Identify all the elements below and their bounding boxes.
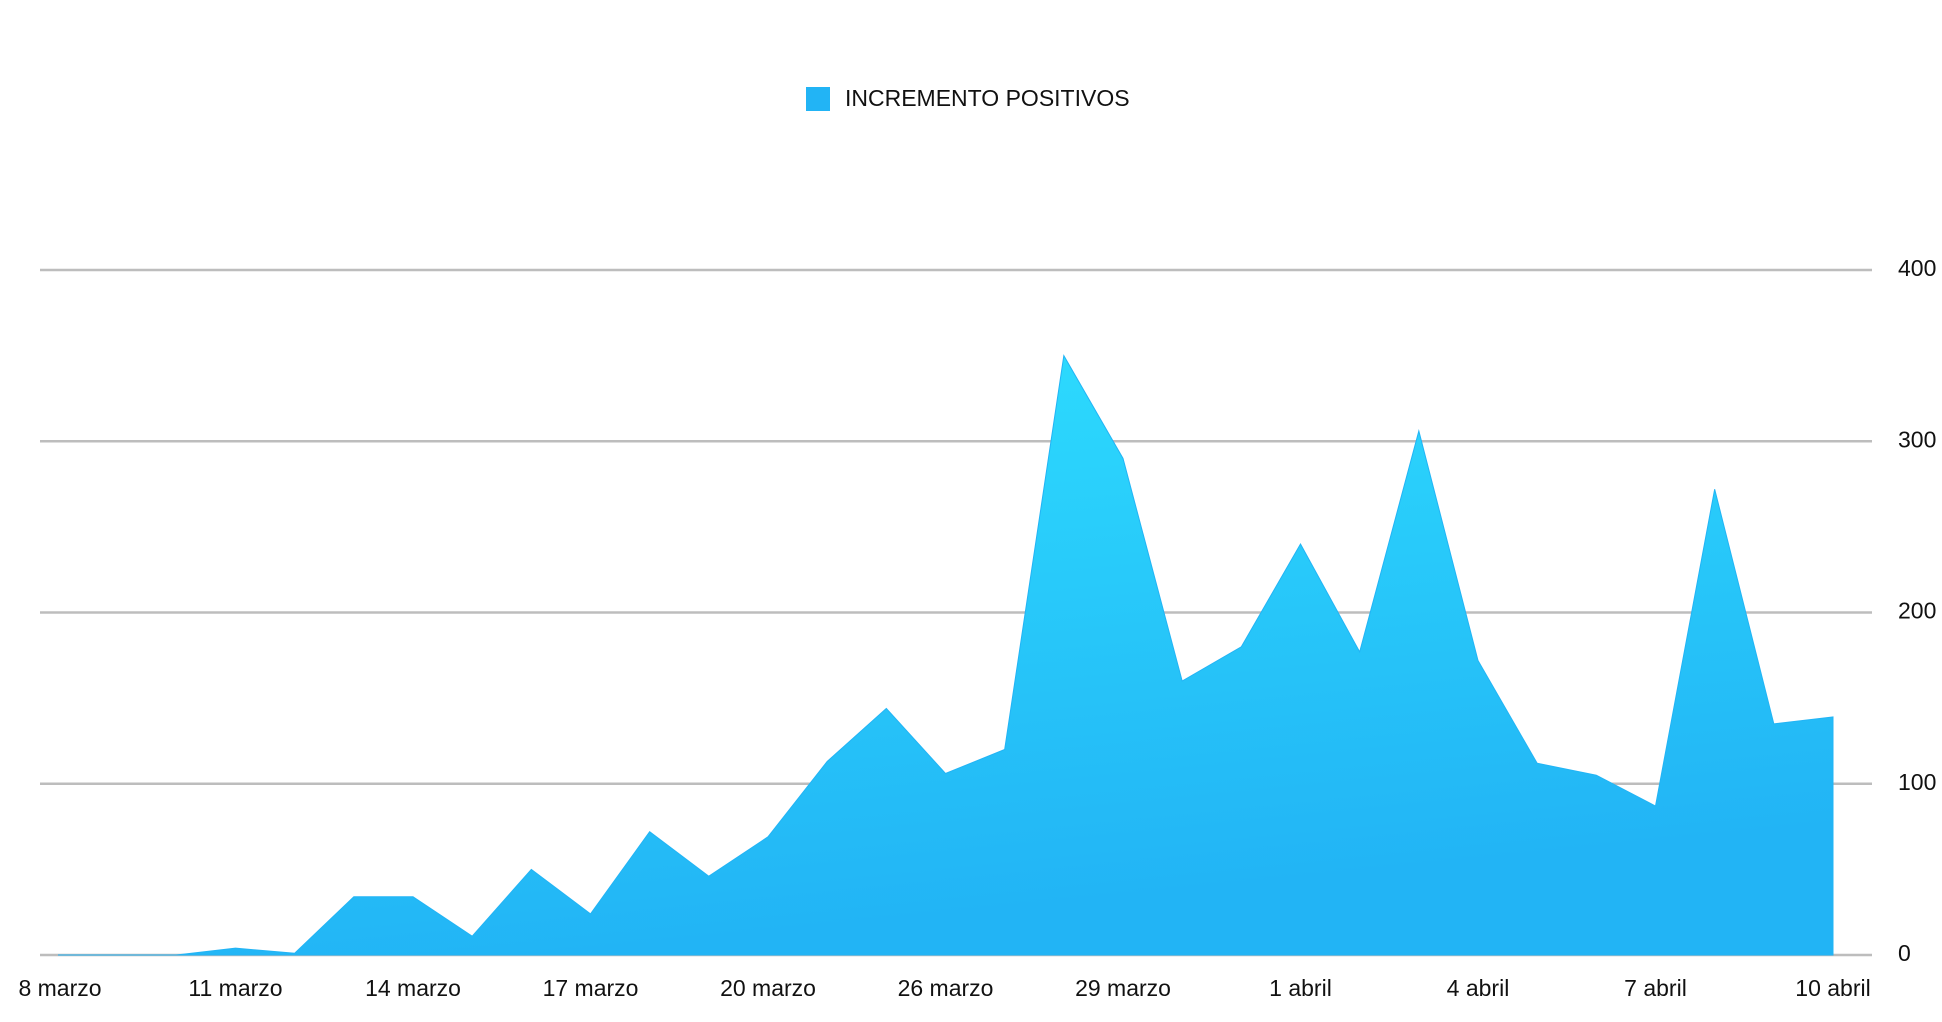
x-tick-label: 26 marzo — [898, 975, 994, 1001]
y-tick-label: 400 — [1898, 255, 1936, 281]
y-tick-label: 300 — [1898, 426, 1936, 452]
x-tick-label: 20 marzo — [720, 975, 816, 1001]
legend: INCREMENTO POSITIVOS — [806, 85, 1130, 111]
x-tick-label: 10 abril — [1795, 975, 1870, 1001]
x-tick-label: 29 marzo — [1075, 975, 1171, 1001]
y-tick-label: 0 — [1898, 940, 1911, 966]
x-tick-label: 8 marzo — [18, 975, 101, 1001]
legend-label: INCREMENTO POSITIVOS — [845, 85, 1130, 111]
x-tick-label: 1 abril — [1269, 975, 1332, 1001]
x-tick-label: 11 marzo — [188, 975, 282, 1001]
x-tick-label: 17 marzo — [543, 975, 639, 1001]
x-tick-label: 7 abril — [1624, 975, 1687, 1001]
y-tick-label: 100 — [1898, 769, 1936, 795]
x-tick-label: 4 abril — [1447, 975, 1510, 1001]
legend-swatch — [806, 87, 830, 111]
area — [58, 354, 1834, 956]
y-tick-label: 200 — [1898, 598, 1936, 624]
x-tick-label: 14 marzo — [365, 975, 461, 1001]
